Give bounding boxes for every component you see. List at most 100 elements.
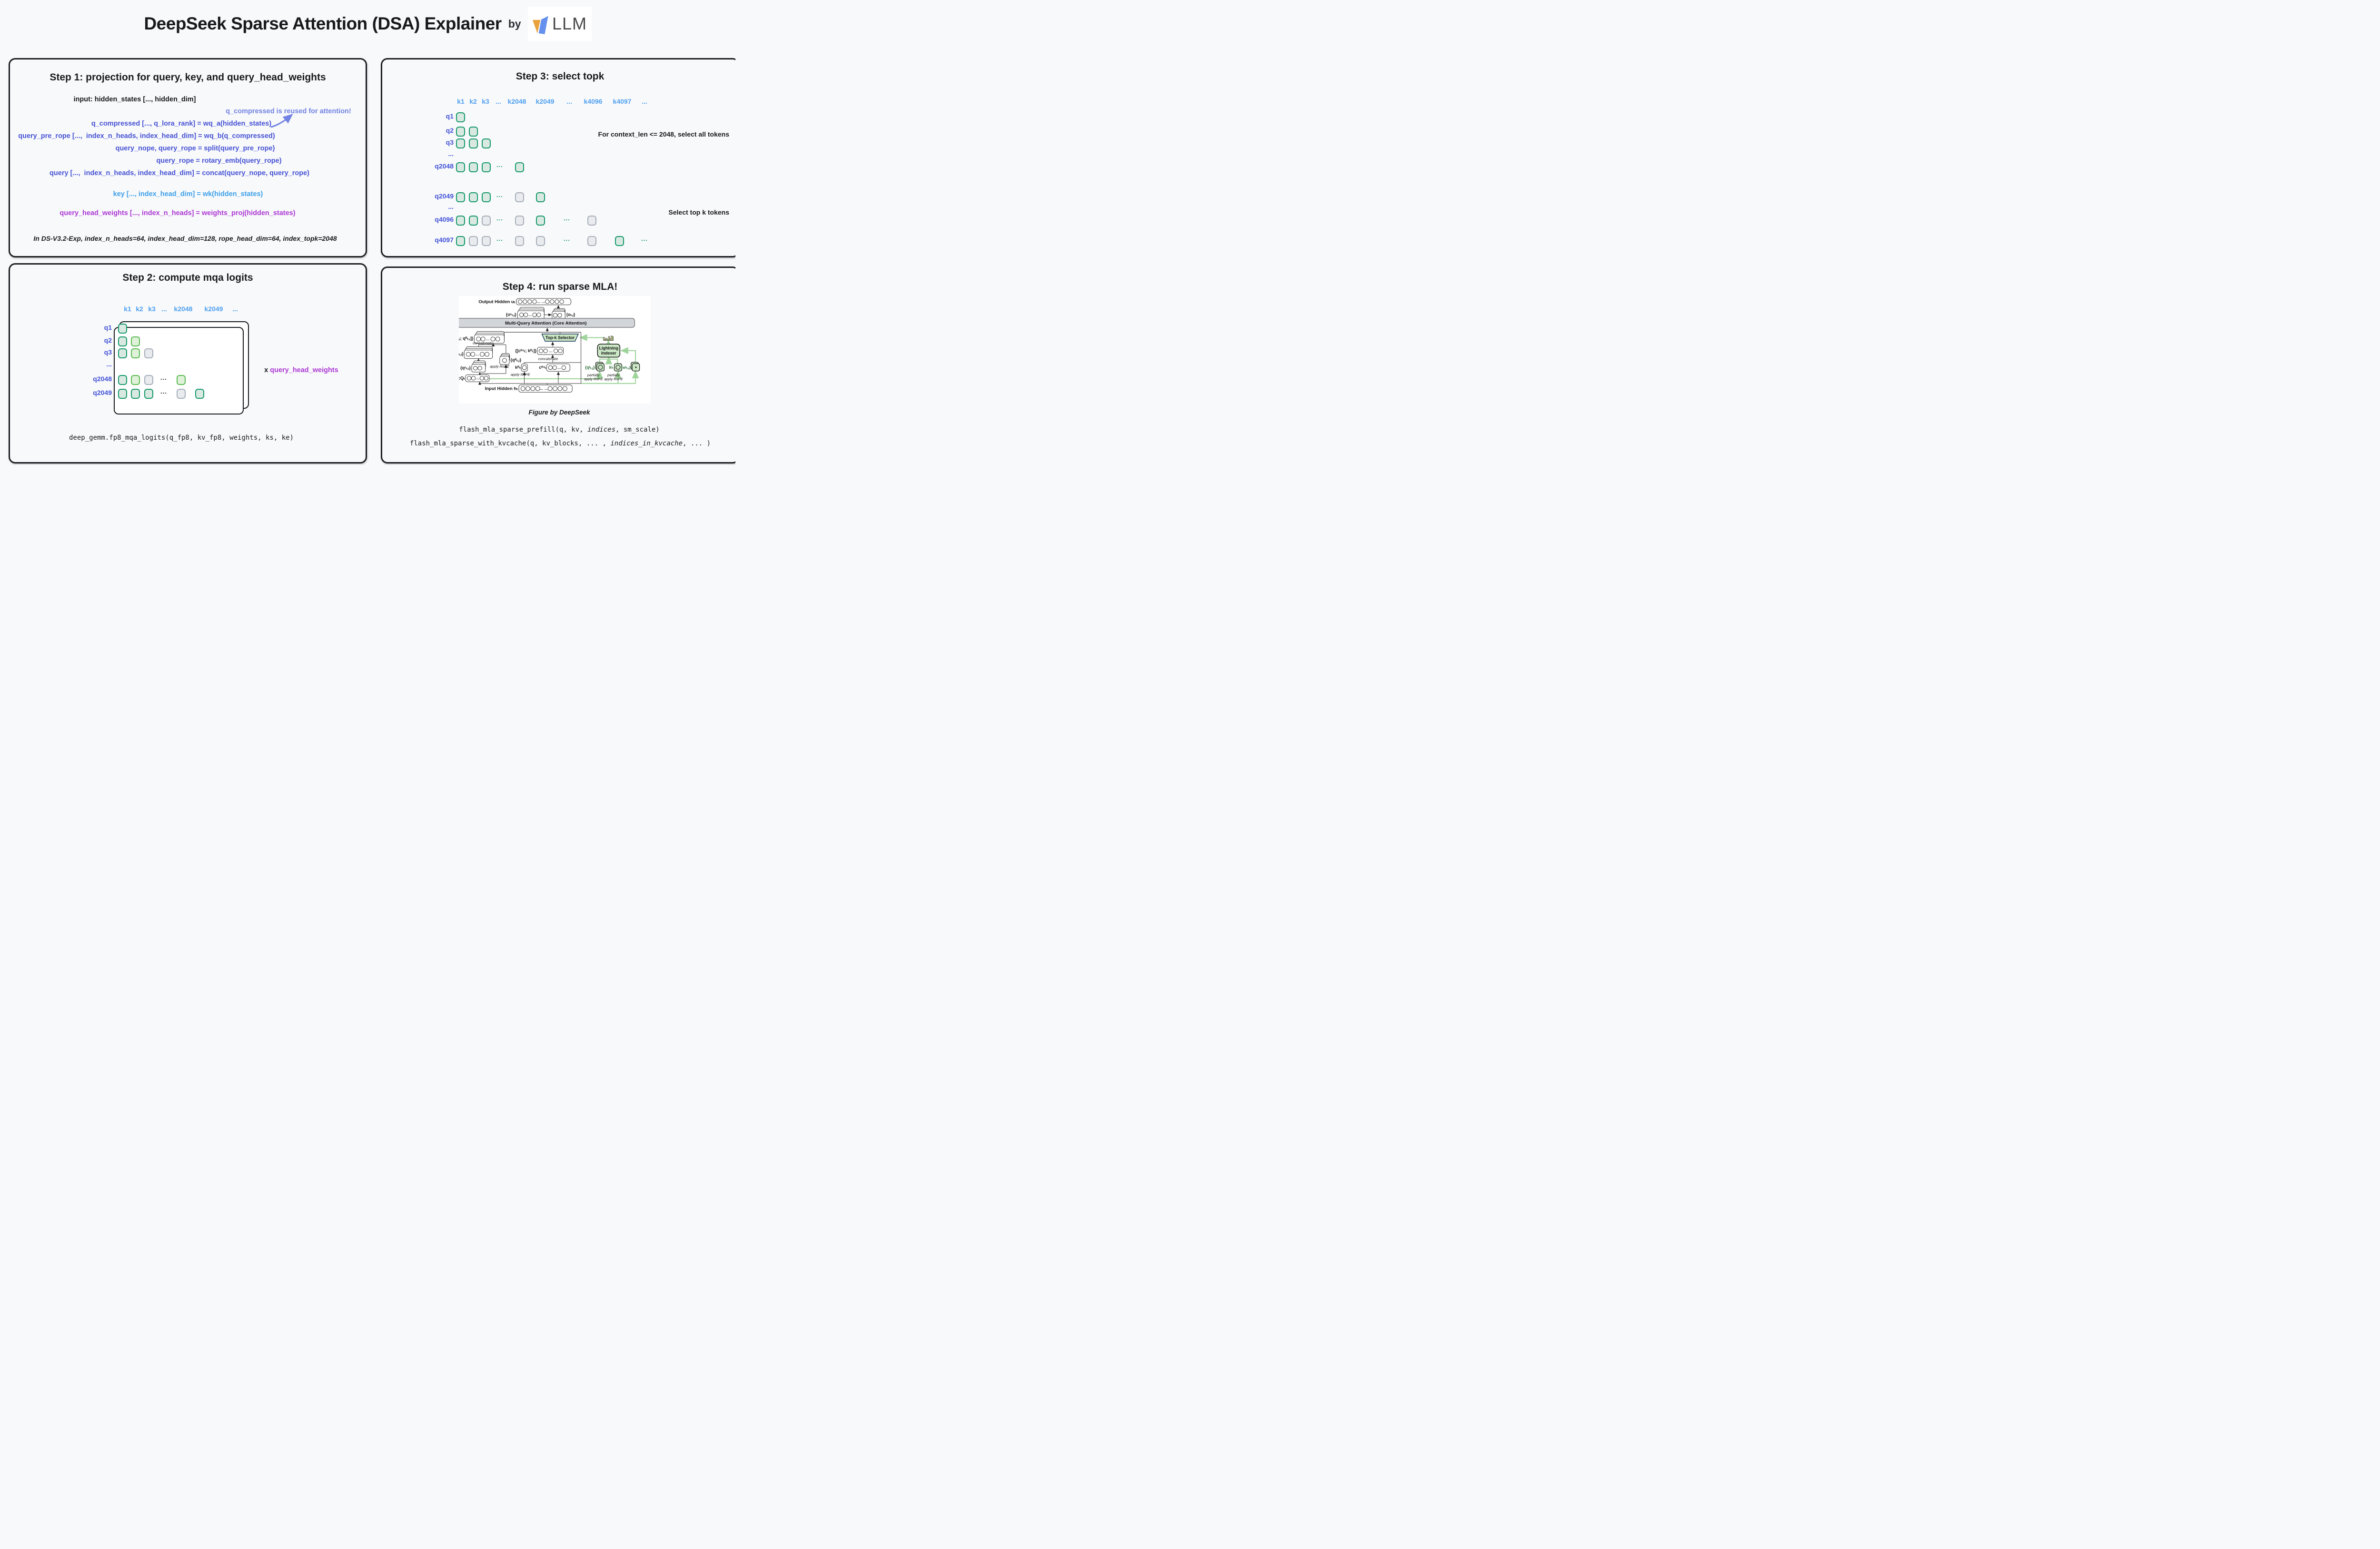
token-cell-lg — [130, 348, 140, 358]
vllm-logo-text: LLM — [552, 14, 587, 33]
step1-key-line: key [..., index_head_dim] = wk(hidden_st… — [113, 190, 263, 198]
k-label: k3 — [482, 98, 489, 105]
token-cell-g — [456, 192, 465, 202]
k-label: k4096 — [584, 98, 603, 105]
token-cell-gy — [176, 388, 186, 399]
token-cell-g — [456, 162, 465, 172]
token-cell-g — [468, 126, 478, 137]
mla-figure: Output Hidden uₜ … … {oᶜₜ,ᵢ} … — [449, 296, 651, 404]
code-em: indices — [587, 426, 616, 434]
step1-eq-query-pre-rope: query_pre_rope [..., index_n_heads, inde… — [18, 132, 275, 140]
cell-ellipsis: ... — [564, 215, 570, 222]
fig-oc-label: {oᶜₜ,ᵢ} — [506, 312, 517, 317]
k-label: k1 — [457, 98, 465, 105]
q-label: q1 — [446, 112, 454, 120]
token-cell-g — [456, 112, 465, 122]
fig-dots: … — [557, 366, 561, 370]
step1-footnote: In DS-V3.2-Exp, index_n_heads=64, index_… — [33, 235, 337, 242]
fig-kr-label: kᴿₜ — [515, 365, 521, 370]
step1-note: q_compressed is reused for attention! — [226, 108, 351, 115]
token-cell-gy — [481, 236, 491, 246]
fig-o-label: {oₜ,ᵢ} — [566, 312, 575, 317]
token-cell-lg — [130, 336, 140, 346]
fig-dots: … — [476, 376, 479, 380]
step1-input-line: input: hidden_states [..., hidden_dim] — [73, 96, 196, 103]
token-cell-g — [468, 138, 478, 148]
step3-title: Step 3: select topk — [516, 71, 605, 82]
token-cell-g — [456, 236, 465, 246]
mla-figure-svg: Output Hidden uₜ … … {oᶜₜ,ᵢ} … — [449, 298, 640, 393]
vllm-logo-icon — [532, 16, 548, 34]
fig-topk-selector — [541, 333, 579, 342]
fig-kr-box — [521, 364, 528, 372]
fig-qr-label: {qᴿₜ,ᵢ} — [510, 357, 521, 362]
token-cell-g — [468, 215, 478, 226]
token-cell-gy — [481, 215, 491, 226]
fig-qa-label: {qᴬₜ,ᵢ} — [459, 351, 464, 356]
panel-step1: Step 1: projection for query, key, and q… — [9, 58, 367, 257]
token-cell-gy — [468, 236, 478, 246]
k-label: k2048 — [174, 305, 193, 313]
cell-ellipsis: ... — [496, 161, 503, 168]
title-by: by — [508, 17, 521, 30]
token-cell-g — [118, 388, 127, 399]
token-cell-lg — [130, 375, 140, 385]
fig-dots: … — [549, 349, 552, 353]
token-cell-g — [536, 215, 545, 226]
q-label: q2 — [446, 127, 454, 134]
step1-eq-split: query_nope, query_rope = split(query_pre… — [115, 145, 275, 152]
token-cell-g — [481, 192, 491, 202]
token-cell-g — [515, 162, 524, 172]
token-cell-g — [536, 192, 545, 202]
token-cell-g — [481, 162, 491, 172]
cell-ellipsis: ... — [496, 235, 503, 242]
step1-eq-concat: query [..., index_n_heads, index_head_di… — [50, 169, 309, 177]
fig-qaqr-stack — [474, 331, 505, 344]
k-label: k2049 — [204, 305, 223, 313]
fig-wi-box — [631, 362, 640, 372]
step4-title: Step 4: run sparse MLA! — [502, 281, 618, 292]
step2-multiply-label: x query_head_weights — [253, 359, 338, 382]
q-label: q2049 — [435, 192, 454, 200]
step3-note-all: For context_len <= 2048, select all toke… — [598, 130, 729, 138]
q-label: q3 — [446, 138, 454, 146]
k-label: k2 — [469, 98, 477, 105]
token-cell-gy — [587, 215, 596, 226]
code-pre: flash_mla_sparse_with_kvcache(q, kv_bloc… — [409, 440, 611, 447]
fig-input-hidden-label: Input Hidden hₜ — [485, 386, 518, 391]
fig-output-hidden-box — [516, 298, 571, 306]
fig-dots: … … — [540, 386, 548, 391]
token-cell-gy — [144, 348, 153, 358]
fig-concatenate2: concatenate — [538, 356, 558, 361]
cell-ellipsis: ... — [496, 191, 503, 198]
code-pre: flash_mla_sparse_prefill(q, kv, — [459, 426, 587, 434]
fig-apply-rope1: apply RoPE — [490, 364, 510, 368]
fig-ckv-label: cᴷᵛₜ — [539, 365, 546, 370]
fig-qaqr-label: {[qᴬₜ,ᵢ; qᴿₜ,ᵢ]} — [459, 336, 474, 341]
step2-code: deep_gemm.fp8_mqa_logits(q_fp8, kv_fp8, … — [69, 434, 294, 442]
fig-oc-stack — [517, 307, 545, 319]
fig-apply-rope2: apply RoPE — [511, 373, 531, 377]
step1-weights-line: query_head_weights [..., index_n_heads] … — [60, 209, 296, 217]
fig-logits-bars-icon — [603, 335, 614, 341]
fig-cq-box — [465, 374, 490, 382]
cell-ellipsis: ... — [160, 374, 167, 381]
q-label: q2048 — [435, 162, 454, 170]
green-connectors — [489, 334, 639, 384]
fig-ckv-box — [546, 364, 570, 372]
token-cell-g — [456, 126, 465, 137]
k-label: k3 — [148, 305, 156, 313]
fig-dots: … — [486, 337, 489, 341]
fig-lightning-indexer — [597, 344, 621, 358]
token-cell-g — [468, 192, 478, 202]
fig-topk-label: Top-k Selector — [545, 335, 575, 340]
token-cell-g — [118, 336, 127, 346]
token-cell-g — [481, 138, 491, 148]
fig-dots: … — [528, 313, 532, 317]
q-label: q4096 — [435, 216, 454, 223]
fig-qi-label: {qᴵₜ,ⱼ} — [585, 365, 595, 370]
panel-step3: Step 3: select topk For context_len <= 2… — [381, 58, 735, 257]
code-post: , ... ) — [683, 440, 711, 447]
q-label: ... — [448, 203, 454, 210]
fig-qc-label: {qᶜₜ,ᵢ} — [460, 365, 471, 370]
